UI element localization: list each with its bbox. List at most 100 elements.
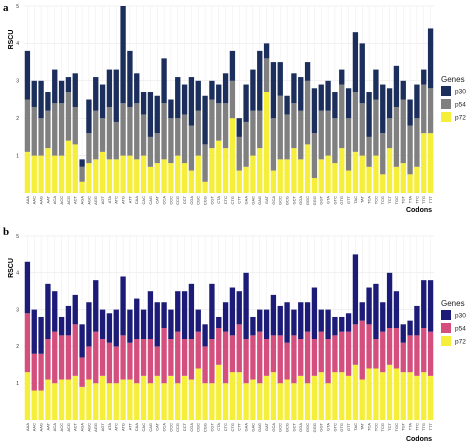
bar-p72 bbox=[72, 144, 78, 193]
x-tick-label: ATC bbox=[114, 196, 119, 204]
bar-p30 bbox=[216, 316, 222, 328]
bar-p72 bbox=[113, 159, 119, 193]
bar-p30 bbox=[52, 291, 58, 332]
bar-p72 bbox=[140, 375, 147, 420]
bar-p54 bbox=[352, 92, 359, 152]
bar-p54 bbox=[216, 328, 222, 365]
bar-p72 bbox=[332, 372, 338, 420]
bar-p54 bbox=[134, 103, 140, 160]
panel-b: b 1 2 3 4 5 RSCU AAA AAC AAG AAT ACA ACC ACG ACT AGA AGC… bbox=[3, 226, 466, 443]
bar-p30 bbox=[359, 302, 365, 321]
x-tick-label: AAC bbox=[32, 196, 37, 204]
y-tick-label: 5 bbox=[16, 234, 19, 240]
bar-p30 bbox=[188, 283, 195, 340]
bar-p72 bbox=[38, 155, 44, 193]
x-tick-label: GCT bbox=[291, 422, 296, 431]
legend-swatch bbox=[441, 310, 451, 320]
bar-p30 bbox=[257, 309, 263, 332]
bar-p72 bbox=[318, 372, 324, 420]
bar-p30 bbox=[304, 302, 311, 332]
x-tick-label: ACG bbox=[66, 423, 71, 432]
bar-p30 bbox=[72, 73, 78, 107]
bar-p72 bbox=[52, 155, 58, 193]
bar-p72 bbox=[38, 390, 44, 420]
legend-title: Genes bbox=[441, 299, 465, 308]
x-tick-label: TGT bbox=[401, 195, 406, 204]
x-tick-label: TGC bbox=[394, 196, 399, 205]
bar-p54 bbox=[263, 339, 270, 376]
bar-p30 bbox=[188, 77, 195, 126]
bar-p30 bbox=[58, 316, 65, 336]
bar-p72 bbox=[318, 159, 324, 193]
bar-p54 bbox=[86, 133, 92, 164]
bar-p72 bbox=[222, 383, 229, 420]
x-tick-label: AAT bbox=[45, 195, 50, 203]
bar-p72 bbox=[154, 375, 160, 420]
bar-p30 bbox=[216, 84, 222, 104]
bar-p30 bbox=[127, 309, 133, 343]
x-tick-label: CGT bbox=[209, 195, 214, 204]
bar-p72 bbox=[373, 368, 379, 420]
bar-p54 bbox=[72, 106, 78, 145]
bar-p30 bbox=[222, 73, 229, 104]
bar-p30 bbox=[352, 254, 359, 325]
bar-p72 bbox=[359, 379, 365, 420]
bar-p54 bbox=[393, 328, 400, 369]
bar-p54 bbox=[359, 103, 365, 156]
x-tick-label: AGA bbox=[79, 196, 84, 205]
x-tick-label: TCC bbox=[373, 196, 378, 204]
bar-p72 bbox=[393, 166, 400, 193]
bar-p72 bbox=[414, 375, 420, 420]
x-tick-label: GAA bbox=[243, 196, 248, 205]
x-tick-label: GCC bbox=[278, 196, 283, 205]
bar-p72 bbox=[202, 181, 208, 193]
bar-p30 bbox=[339, 316, 345, 332]
bar-p30 bbox=[270, 294, 277, 336]
bar-p54 bbox=[373, 339, 379, 369]
bar-p30 bbox=[407, 99, 413, 126]
bar-p72 bbox=[325, 383, 331, 420]
bar-p72 bbox=[339, 148, 345, 193]
bar-p30 bbox=[393, 65, 400, 107]
bar-p54 bbox=[427, 331, 434, 376]
bar-p72 bbox=[284, 159, 290, 193]
legend-label: p72 bbox=[455, 115, 466, 122]
x-tick-label: CAG bbox=[148, 196, 153, 205]
bar-p72 bbox=[106, 159, 113, 193]
x-tick-label: TCG bbox=[380, 196, 385, 204]
bar-p72 bbox=[421, 372, 427, 420]
bar-p72 bbox=[161, 383, 167, 420]
x-tick-label: AGG bbox=[93, 196, 98, 205]
x-tick-label: GAT bbox=[264, 195, 269, 203]
x-tick-label: TGC bbox=[394, 423, 399, 432]
x-tick-label: ACA bbox=[52, 196, 57, 205]
bar-p54 bbox=[58, 103, 65, 156]
bar-p30 bbox=[263, 43, 270, 59]
bar-p30 bbox=[45, 283, 51, 340]
x-tick-label: TTG bbox=[421, 423, 426, 431]
bar-p54 bbox=[93, 110, 99, 160]
bar-p30 bbox=[421, 280, 427, 328]
bar-p54 bbox=[188, 339, 195, 380]
bar-p72 bbox=[72, 375, 78, 420]
bar-p54 bbox=[93, 331, 99, 384]
bar-p54 bbox=[229, 335, 236, 373]
bar-p72 bbox=[113, 383, 119, 420]
bar-p54 bbox=[168, 339, 174, 376]
bar-p54 bbox=[147, 136, 154, 167]
bar-p54 bbox=[175, 118, 181, 156]
bar-p54 bbox=[120, 103, 126, 156]
x-axis-title: Codons bbox=[406, 436, 432, 443]
bar-p72 bbox=[24, 372, 31, 420]
x-tick-label: ACG bbox=[66, 196, 71, 205]
x-tick-label: TTA bbox=[407, 423, 412, 431]
x-tick-label: CAA bbox=[134, 423, 139, 432]
bar-p54 bbox=[99, 339, 106, 376]
x-tick-label: GTG bbox=[339, 196, 344, 205]
bar-p30 bbox=[45, 92, 51, 111]
bar-p30 bbox=[291, 73, 297, 104]
bar-p54 bbox=[113, 346, 119, 384]
bar-p30 bbox=[421, 69, 427, 85]
bar-p54 bbox=[45, 339, 51, 380]
